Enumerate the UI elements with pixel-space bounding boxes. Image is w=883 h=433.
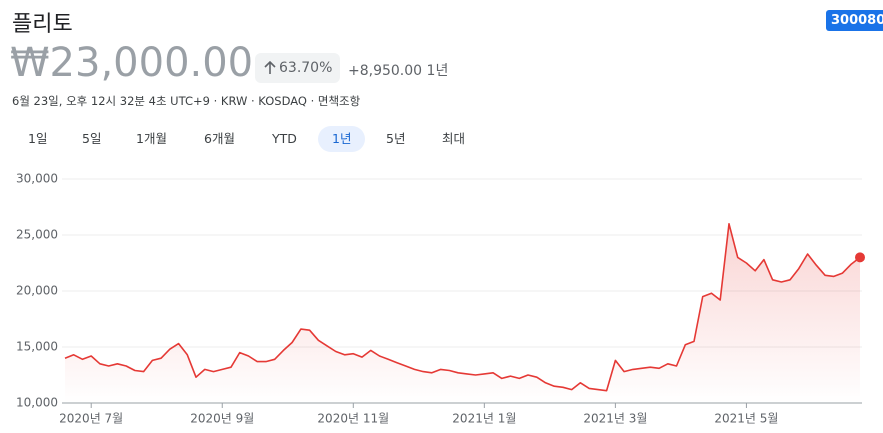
change-period: 1년: [426, 63, 449, 79]
x-tick-label: 2020년 9월: [190, 412, 254, 426]
price: ₩23,000.00: [10, 40, 254, 86]
price-line: [64, 223, 861, 392]
range-tab[interactable]: YTD: [272, 131, 297, 146]
range-tab[interactable]: 최대: [442, 131, 466, 146]
change-pill: 63.70%: [255, 53, 340, 83]
chart: 10,000 15,000 20,000 25,000 30,000 2020년 7월 20…: [16, 172, 865, 426]
stock-name: 플리토: [12, 12, 73, 37]
range-tab[interactable]: 1개월: [136, 131, 167, 146]
y-tick-label: 15,000: [16, 340, 58, 354]
range-tab[interactable]: 5년: [386, 131, 406, 146]
x-tick-label: 2021년 1월: [452, 412, 516, 426]
x-tick-label: 2020년 11월: [317, 412, 389, 426]
range-tab[interactable]: 6개월: [204, 131, 235, 146]
range-tab[interactable]: 1일: [28, 131, 48, 146]
x-tick-label: 2020년 7월: [59, 412, 123, 426]
ticker-badge[interactable]: 300080: [826, 10, 883, 31]
change-percent: 63.70%: [279, 60, 333, 76]
y-tick-label: 10,000: [16, 396, 58, 410]
area: [65, 223, 860, 403]
range-tab[interactable]: 1년: [318, 126, 366, 152]
change-amount-row: +8,950.00 1년: [348, 60, 448, 80]
last-point: [855, 252, 865, 263]
y-tick-label: 20,000: [16, 284, 58, 298]
x-tick-label: 2021년 3월: [583, 412, 647, 426]
up-arrow: [264, 61, 276, 74]
subtitle: 6월 23일, 오후 12시 32분 4초 UTC+9 · KRW · KOSD…: [12, 94, 361, 108]
y-tick-label: 25,000: [16, 228, 58, 242]
range-tab[interactable]: 5일: [82, 131, 102, 146]
y-tick-label: 30,000: [16, 172, 58, 186]
change-amount: +8,950.00: [348, 63, 423, 79]
x-tick-label: 2021년 5월: [714, 412, 778, 426]
